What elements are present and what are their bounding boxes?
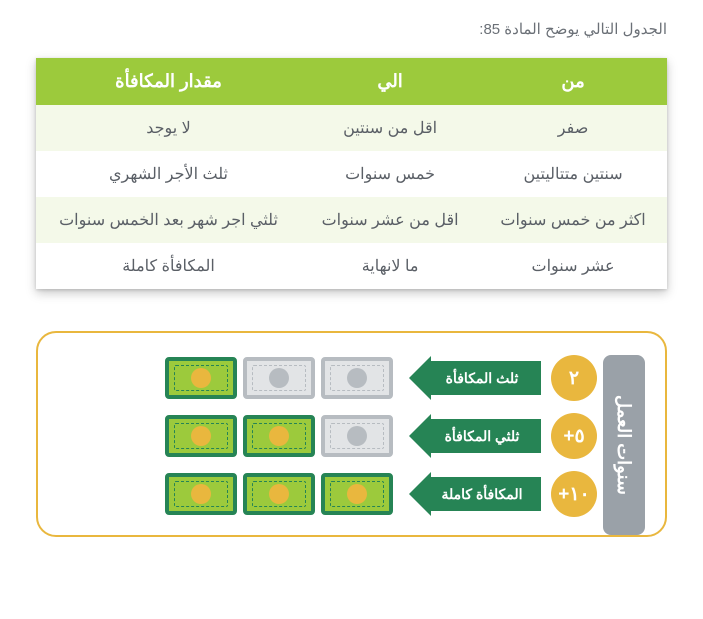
table-row: صفراقل من سنتينلا يوجد <box>36 105 667 151</box>
table-cell: اقل من سنتين <box>301 105 479 151</box>
col-from: من <box>479 58 667 105</box>
table-row: عشر سنواتما لانهايةالمكافأة كاملة <box>36 243 667 289</box>
table-cell: ما لانهاية <box>301 243 479 289</box>
col-to: الي <box>301 58 479 105</box>
reward-arrow: المكافأة كاملة <box>409 474 541 514</box>
info-card: سنوات العمل ٢ ثلث المكافأة ٥+ ثلثي المكافأة… <box>36 331 667 537</box>
money-bill-icon <box>321 473 393 515</box>
money-group <box>165 415 393 457</box>
reward-arrow-label: ثلثي المكافأة <box>431 419 541 453</box>
year-badge: ٥+ <box>551 413 597 459</box>
arrow-head-icon <box>409 472 431 516</box>
reward-table: من الي مقدار المكافأة صفراقل من سنتينلا … <box>36 58 667 289</box>
year-badge: ٢ <box>551 355 597 401</box>
table-cell: خمس سنوات <box>301 151 479 197</box>
col-reward: مقدار المكافأة <box>36 58 301 105</box>
table-cell: ثلث الأجر الشهري <box>36 151 301 197</box>
table-cell: لا يوجد <box>36 105 301 151</box>
money-group <box>165 357 393 399</box>
money-bill-icon <box>165 415 237 457</box>
table-cell: المكافأة كاملة <box>36 243 301 289</box>
money-bill-icon <box>165 357 237 399</box>
info-row: ٢ ثلث المكافأة <box>58 355 597 401</box>
table-body: صفراقل من سنتينلا يوجدسنتين متتاليتينخمس… <box>36 105 667 289</box>
money-bill-grey-icon <box>321 357 393 399</box>
table-cell: اقل من عشر سنوات <box>301 197 479 243</box>
money-bill-grey-icon <box>321 415 393 457</box>
money-bill-icon <box>165 473 237 515</box>
reward-arrow: ثلثي المكافأة <box>409 416 541 456</box>
reward-arrow-label: ثلث المكافأة <box>431 361 541 395</box>
table-cell: صفر <box>479 105 667 151</box>
money-bill-grey-icon <box>243 357 315 399</box>
info-row: ٥+ ثلثي المكافأة <box>58 413 597 459</box>
table-cell: اكثر من خمس سنوات <box>479 197 667 243</box>
table-row: سنتين متتاليتينخمس سنواتثلث الأجر الشهري <box>36 151 667 197</box>
table-row: اكثر من خمس سنواتاقل من عشر سنواتثلثي اج… <box>36 197 667 243</box>
arrow-head-icon <box>409 356 431 400</box>
arrow-head-icon <box>409 414 431 458</box>
info-rows: ٢ ثلث المكافأة ٥+ ثلثي المكافأة ١٠+ المكافأة … <box>58 355 597 535</box>
reward-arrow: ثلث المكافأة <box>409 358 541 398</box>
info-row: ١٠+ المكافأة كاملة <box>58 471 597 517</box>
year-badge: ١٠+ <box>551 471 597 517</box>
money-bill-icon <box>243 473 315 515</box>
table-cell: عشر سنوات <box>479 243 667 289</box>
intro-text: الجدول التالي يوضح المادة 85: <box>36 20 667 38</box>
reward-arrow-label: المكافأة كاملة <box>431 477 541 511</box>
table-cell: سنتين متتاليتين <box>479 151 667 197</box>
table-cell: ثلثي اجر شهر بعد الخمس سنوات <box>36 197 301 243</box>
money-bill-icon <box>243 415 315 457</box>
money-group <box>165 473 393 515</box>
years-label: سنوات العمل <box>603 355 645 535</box>
